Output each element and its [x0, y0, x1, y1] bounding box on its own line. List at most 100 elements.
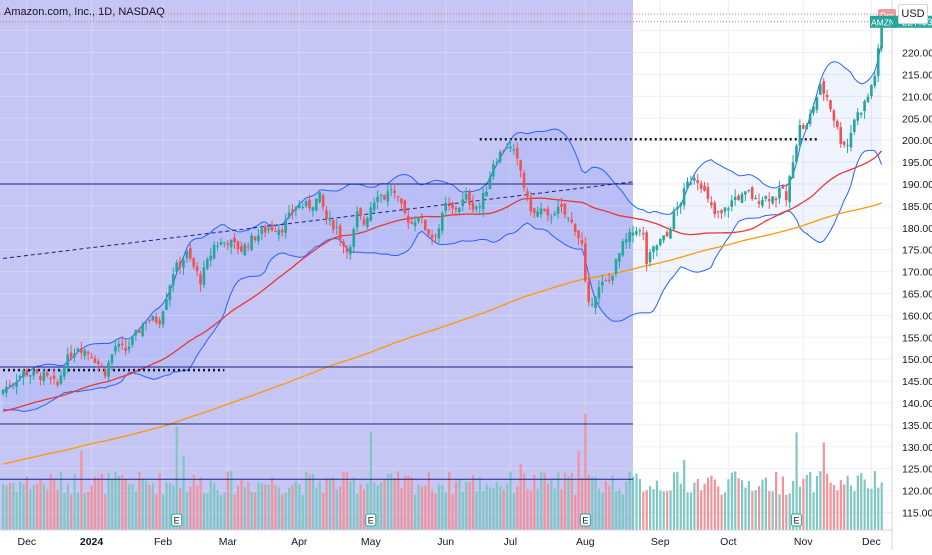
candle-body: [624, 239, 628, 243]
candle-body: [815, 96, 819, 110]
candle-body: [686, 181, 689, 189]
candle-body: [543, 208, 546, 211]
volume-bar: [151, 483, 155, 530]
volume-bar: [621, 494, 624, 530]
volume-bar: [758, 486, 761, 530]
volume-bar: [155, 494, 158, 530]
volume-bar: [557, 472, 560, 530]
candle-body: [328, 217, 332, 221]
candle-body: [178, 261, 182, 267]
volume-bar: [90, 485, 93, 530]
y-tick-label: 190.00: [902, 179, 932, 191]
volume-bar: [288, 487, 291, 530]
candle-body: [267, 228, 270, 230]
volume-bar: [104, 494, 107, 530]
candle-body: [107, 362, 110, 377]
candle-body: [641, 232, 645, 235]
volume-bar: [189, 486, 192, 530]
candle-body: [682, 188, 686, 206]
candle-body: [359, 207, 362, 217]
candle-body: [454, 207, 458, 210]
volume-bar: [424, 485, 427, 530]
candle-body: [389, 189, 393, 191]
volume-bar: [247, 482, 250, 530]
candle-body: [284, 219, 287, 233]
y-tick-label: 185.00: [902, 201, 932, 213]
volume-bar: [414, 494, 417, 530]
candle-body: [563, 203, 567, 215]
volume-bar: [468, 482, 471, 530]
volume-bar: [70, 494, 73, 530]
volume-bar: [570, 473, 573, 530]
candle-body: [362, 218, 366, 225]
candle-body: [437, 228, 441, 239]
candle-body: [740, 194, 744, 203]
candle-body: [614, 258, 618, 274]
candle-body: [236, 241, 240, 250]
y-tick-label: 150.00: [902, 354, 932, 366]
bollinger-upper-line: [2, 42, 883, 393]
candle-body: [607, 279, 611, 281]
candle-body: [638, 230, 642, 232]
candle-body: [366, 217, 369, 228]
volume-bar: [686, 492, 689, 530]
volume-bar: [672, 472, 676, 530]
history-shade-region: [0, 0, 633, 530]
candle-body: [635, 231, 638, 235]
candle-body: [280, 229, 284, 233]
x-tick-label: Jul: [504, 536, 517, 548]
candle-body: [335, 226, 339, 228]
volume-bar: [233, 494, 236, 530]
candle-body: [223, 242, 226, 244]
volume-bar: [100, 473, 103, 530]
candle-body: [832, 110, 836, 121]
volume-bar: [880, 482, 883, 530]
candle-body: [818, 84, 822, 95]
candle-body: [836, 121, 839, 128]
volume-bar: [32, 485, 35, 530]
candle-body: [784, 191, 788, 200]
volume-bar: [839, 480, 842, 530]
candlesticks: [1, 20, 883, 398]
candle-body: [464, 193, 468, 200]
earnings-marker: E: [579, 513, 591, 527]
volume-bar: [117, 475, 120, 530]
candle-body: [849, 132, 853, 148]
candle-body: [808, 114, 812, 125]
volume-bar: [110, 479, 114, 530]
candle-body: [154, 316, 158, 323]
candle-body: [342, 241, 345, 247]
earnings-marker-box: [790, 513, 802, 527]
volume-bar: [36, 484, 39, 530]
volume-bar: [349, 481, 352, 530]
candle-body: [202, 267, 206, 285]
y-tick-label: 155.00: [902, 332, 932, 344]
volume-bar: [860, 473, 863, 530]
earnings-marker-label: E: [793, 516, 799, 526]
volume-bar: [134, 490, 138, 530]
candle-body: [250, 235, 253, 251]
candle-body: [301, 207, 304, 209]
volume-bar: [93, 476, 97, 530]
volume-bar: [713, 479, 716, 530]
volume-bar: [482, 490, 485, 530]
candle-body: [246, 246, 250, 248]
volume-bar: [15, 492, 18, 530]
volume-bar: [168, 483, 172, 530]
currency-button[interactable]: USD: [898, 4, 928, 24]
candle-body: [720, 210, 723, 214]
candle-body: [587, 281, 591, 302]
volume-bar: [781, 476, 785, 530]
volume-bar: [179, 488, 182, 530]
volume-bar: [49, 474, 52, 530]
earnings-marker-label: E: [368, 516, 374, 526]
candle-body: [805, 124, 808, 130]
volume-bar: [274, 485, 277, 530]
candle-body: [713, 202, 717, 215]
candle-body: [369, 207, 373, 221]
volume-bar: [420, 486, 424, 530]
candle-body: [778, 188, 781, 199]
candle-body: [801, 125, 805, 129]
earnings-marker-box: [579, 513, 591, 527]
